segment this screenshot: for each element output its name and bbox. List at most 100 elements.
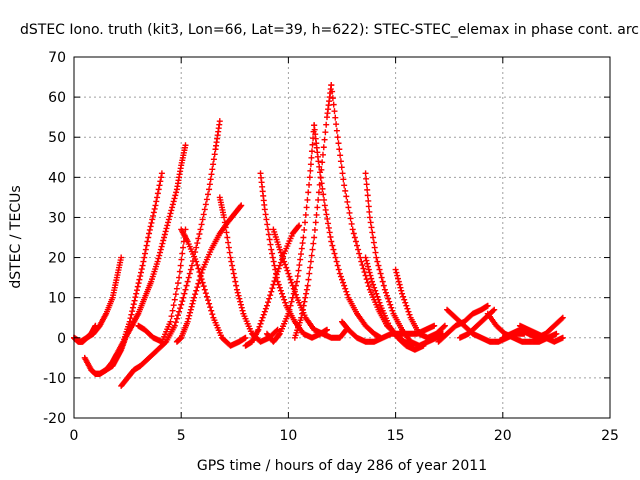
- data-point: [174, 312, 181, 319]
- data-point: [286, 273, 293, 280]
- data-point: [558, 315, 565, 322]
- data-point: [300, 302, 307, 309]
- data-point: [230, 270, 237, 277]
- data-point: [365, 197, 372, 204]
- data-point: [333, 258, 340, 265]
- data-series: [456, 306, 498, 341]
- data-point: [210, 161, 217, 168]
- data-point: [257, 320, 264, 327]
- data-point: [329, 95, 336, 102]
- data-point: [275, 281, 282, 288]
- x-tick-label: 25: [601, 428, 619, 444]
- data-point: [559, 334, 566, 341]
- data-point: [170, 198, 177, 205]
- data-point: [368, 275, 375, 282]
- data-point: [238, 202, 245, 209]
- data-point: [363, 181, 370, 188]
- data-point: [346, 209, 353, 216]
- data-point: [303, 290, 310, 297]
- data-point: [302, 294, 309, 301]
- data-point: [375, 262, 382, 269]
- data-point: [348, 220, 355, 227]
- y-tick-label: 40: [48, 170, 66, 186]
- data-point: [210, 156, 217, 163]
- data-point: [264, 221, 271, 228]
- data-point: [306, 174, 313, 181]
- data-point: [320, 144, 327, 151]
- data-point: [288, 298, 295, 305]
- data-point: [165, 216, 172, 223]
- data-point: [179, 298, 186, 305]
- data-point: [207, 176, 214, 183]
- data-point: [378, 274, 385, 281]
- data-point: [367, 272, 374, 279]
- data-point: [403, 302, 410, 309]
- data-point: [161, 231, 168, 238]
- data-point: [319, 159, 326, 166]
- data-point: [158, 174, 165, 181]
- data-point: [154, 190, 161, 197]
- data-point: [133, 290, 140, 297]
- data-point: [299, 240, 306, 247]
- data-point: [323, 326, 330, 333]
- data-point: [316, 163, 323, 170]
- data-point: [363, 175, 370, 182]
- data-point: [370, 239, 377, 246]
- data-point: [301, 298, 308, 305]
- data-series: [362, 254, 427, 353]
- data-point: [490, 307, 497, 314]
- data-point: [133, 287, 140, 294]
- data-point: [155, 255, 162, 262]
- data-point: [187, 266, 194, 273]
- data-point: [339, 276, 345, 283]
- data-point: [322, 129, 329, 136]
- data-point: [280, 255, 287, 262]
- data-series: [339, 318, 438, 345]
- data-point: [350, 230, 357, 237]
- data-point: [333, 127, 340, 134]
- data-point: [397, 284, 404, 291]
- data-point: [389, 307, 396, 314]
- data-point: [401, 296, 408, 303]
- data-point: [269, 250, 276, 257]
- data-point: [237, 301, 244, 308]
- data-point: [342, 285, 349, 292]
- data-point: [149, 216, 156, 223]
- data-point: [299, 306, 306, 313]
- data-point: [150, 209, 157, 216]
- data-point: [206, 300, 213, 307]
- data-point: [341, 282, 348, 289]
- data-point: [334, 134, 341, 141]
- data-point: [328, 238, 335, 245]
- data-point: [553, 330, 560, 337]
- data-point: [307, 167, 314, 174]
- data-point: [359, 262, 366, 269]
- data-point: [277, 287, 284, 294]
- data-point: [201, 206, 208, 213]
- data-point: [198, 276, 205, 283]
- data-point: [340, 176, 347, 183]
- data-point: [185, 315, 192, 322]
- data-point: [139, 262, 146, 269]
- data-point: [187, 309, 194, 316]
- data-point: [173, 285, 180, 292]
- data-point: [360, 265, 367, 272]
- data-point: [193, 244, 200, 251]
- data-point: [224, 234, 231, 241]
- data-point: [174, 280, 181, 287]
- data-point: [150, 212, 157, 219]
- data-point: [266, 295, 273, 302]
- data-point: [341, 182, 348, 189]
- data-point: [177, 262, 184, 269]
- y-tick-label: 50: [48, 130, 66, 146]
- data-point: [200, 211, 207, 218]
- data-point: [223, 229, 230, 236]
- data-point: [281, 296, 288, 303]
- data-point: [311, 226, 318, 233]
- data-point: [193, 287, 200, 294]
- data-point: [309, 141, 316, 148]
- data-point: [192, 291, 199, 298]
- data-point: [296, 222, 303, 229]
- data-point: [127, 315, 134, 322]
